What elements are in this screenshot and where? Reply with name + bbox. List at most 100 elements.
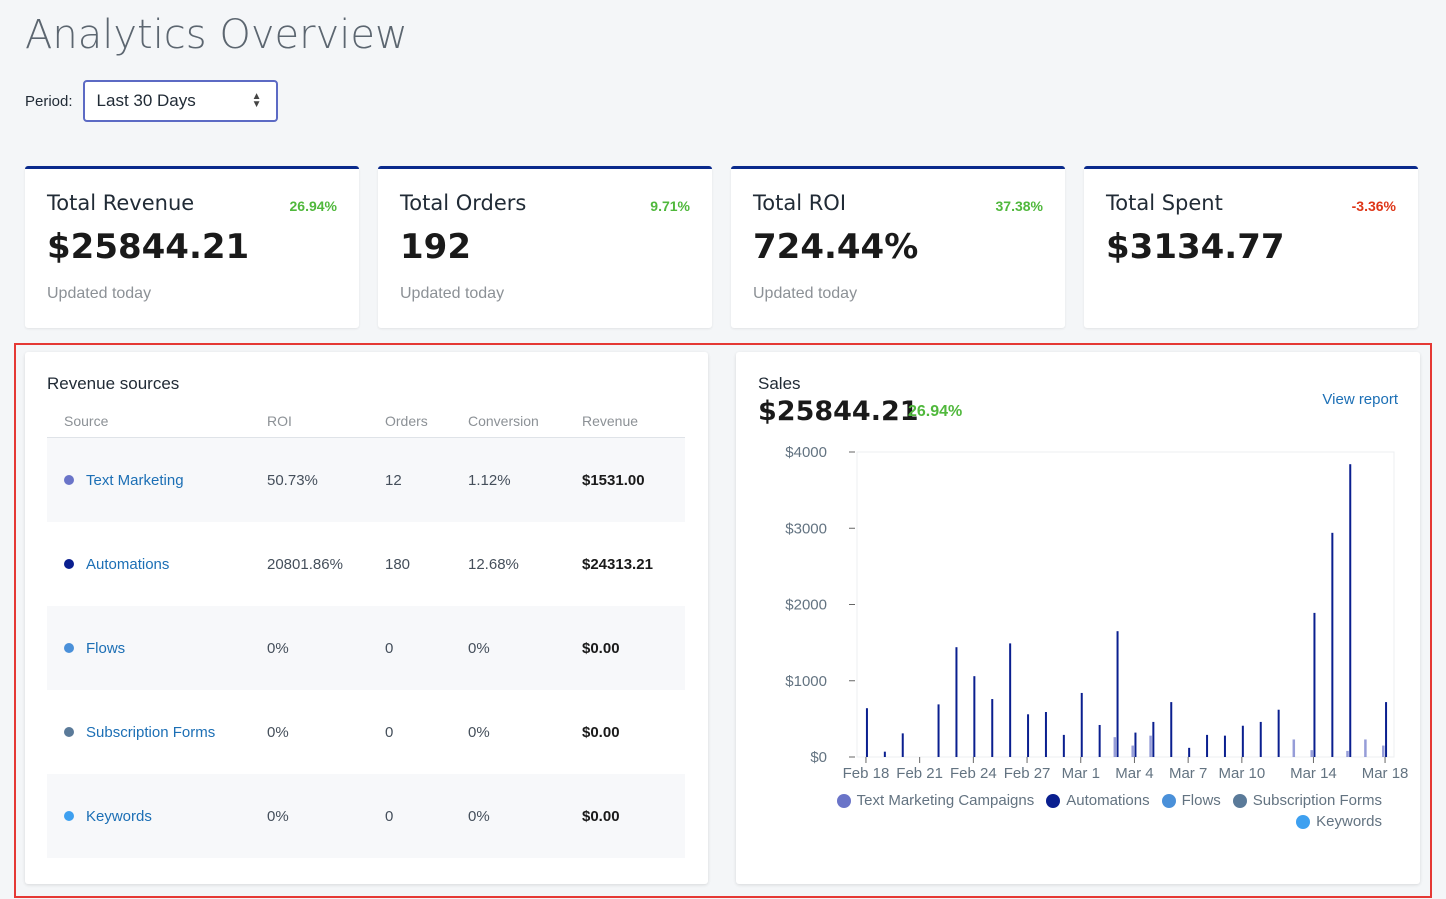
- legend-swatch: [1046, 793, 1061, 808]
- card-total-spent: Total Spent -3.36% $3134.77: [1084, 166, 1418, 328]
- summary-cards: Total Revenue 26.94% $25844.21 Updated t…: [25, 166, 1418, 328]
- bar-text-marketing-campaigns: [1364, 739, 1367, 757]
- column-header-revenue: Revenue: [582, 412, 639, 429]
- bar-automations: [955, 647, 958, 757]
- page-title: Analytics Overview: [25, 12, 408, 58]
- bar-text-marketing-campaigns: [1113, 737, 1117, 757]
- y-tick-label: $3000: [785, 520, 827, 537]
- x-tick-label: Mar 18: [1362, 765, 1409, 782]
- sales-chart: $0 $1000 $2000 $3000 $4000 Feb 18 Feb 21 Feb 24…: [785, 444, 1409, 782]
- period-select[interactable]: Last 30 Days ▲ ▼: [82, 80, 278, 122]
- plot-area: [856, 451, 1395, 758]
- table-row: Keywords 0% 0 0% $0.00: [47, 774, 685, 858]
- source-color-dot: [64, 559, 74, 569]
- table-row: Subscription Forms 0% 0 0% $0.00: [47, 690, 685, 774]
- card-change: 37.38%: [995, 198, 1043, 214]
- x-tick-label: Mar 10: [1219, 765, 1266, 782]
- bar-automations: [1206, 734, 1209, 757]
- bar-automations: [1009, 643, 1012, 757]
- legend-item[interactable]: Text Marketing Campaigns: [836, 792, 1034, 809]
- period-row: Period: Last 30 Days ▲ ▼: [25, 80, 278, 122]
- source-link[interactable]: Text Marketing: [86, 471, 184, 489]
- roi-cell: 0%: [267, 639, 289, 657]
- column-header-source: Source: [64, 412, 109, 429]
- card-total-orders: Total Orders 9.71% 192 Updated today: [378, 166, 712, 328]
- revenue-cell: $24313.21: [582, 555, 653, 573]
- highlight-box: [14, 343, 1432, 898]
- bar-text-marketing-campaigns: [1292, 739, 1296, 757]
- bar-automations: [1188, 747, 1191, 757]
- sales-change: 26.94%: [908, 403, 963, 420]
- sales-panel: Sales $25844.21 26.94% View report $0 $10…: [736, 352, 1420, 884]
- card-updated: Updated today: [753, 285, 858, 302]
- bar-automations: [1241, 725, 1244, 757]
- sales-value: $25844.21: [758, 396, 919, 427]
- legend-item[interactable]: Flows: [1161, 792, 1221, 809]
- source-color-dot: [64, 475, 74, 485]
- conversion-cell: 0%: [468, 723, 490, 741]
- revenue-sources-panel: Revenue sources Source ROI Orders Conver…: [25, 352, 708, 884]
- bar-automations: [1098, 724, 1101, 757]
- table-row: Flows 0% 0 0% $0.00: [47, 606, 685, 690]
- legend-swatch: [1161, 793, 1176, 808]
- roi-cell: 0%: [267, 807, 289, 825]
- legend-swatch: [1296, 814, 1311, 829]
- card-change: 9.71%: [650, 198, 690, 214]
- revenue-cell: $0.00: [582, 639, 620, 657]
- bar-text-marketing-campaigns: [1131, 745, 1134, 757]
- bar-automations: [1223, 735, 1226, 757]
- column-header-orders: Orders: [385, 412, 428, 429]
- y-tick-label: $4000: [785, 444, 827, 461]
- roi-cell: 50.73%: [267, 471, 318, 489]
- legend-swatch: [1232, 793, 1247, 808]
- revenue-sources-title: Revenue sources: [47, 374, 180, 393]
- card-change: 26.94%: [289, 198, 337, 214]
- legend-item[interactable]: Keywords: [1296, 813, 1382, 830]
- x-tick-label: Mar 4: [1115, 765, 1153, 782]
- select-arrows-icon: ▲ ▼: [251, 91, 262, 110]
- bar-automations: [1385, 702, 1388, 757]
- bar-automations: [1152, 721, 1155, 757]
- card-value: 192: [400, 227, 471, 267]
- roi-cell: 0%: [267, 723, 289, 741]
- conversion-cell: 0%: [468, 807, 490, 825]
- bar-automations: [1170, 702, 1173, 757]
- source-link[interactable]: Keywords: [86, 807, 152, 825]
- source-color-dot: [64, 643, 74, 653]
- x-tick-label: Mar 7: [1169, 765, 1207, 782]
- source-link[interactable]: Flows: [86, 639, 126, 657]
- y-tick-label: $1000: [785, 673, 827, 690]
- view-report-link[interactable]: View report: [1322, 391, 1398, 408]
- period-label: Period:: [25, 92, 73, 110]
- card-change: -3.36%: [1351, 198, 1396, 214]
- bar-automations: [973, 676, 976, 757]
- x-tick-label: Feb 21: [896, 765, 943, 782]
- source-link[interactable]: Automations: [86, 555, 170, 573]
- card-value: $3134.77: [1106, 227, 1285, 267]
- orders-cell: 0: [385, 639, 394, 657]
- bar-automations: [883, 751, 886, 757]
- legend-item[interactable]: Automations: [1046, 792, 1150, 809]
- card-title: Total Spent: [1106, 191, 1223, 215]
- bar-automations: [1080, 692, 1083, 757]
- orders-cell: 12: [385, 471, 402, 489]
- bar-automations: [937, 704, 940, 757]
- conversion-cell: 12.68%: [468, 555, 519, 573]
- table-header: Source ROI Orders Conversion Revenue: [47, 404, 685, 438]
- bar-automations: [1331, 532, 1334, 757]
- card-value: $25844.21: [47, 227, 250, 267]
- table-row: Automations 20801.86% 180 12.68% $24313.…: [47, 522, 685, 606]
- card-title: Total ROI: [753, 191, 847, 215]
- legend-item[interactable]: Subscription Forms: [1232, 792, 1382, 809]
- orders-cell: 0: [385, 723, 394, 741]
- bar-automations: [1349, 464, 1352, 757]
- card-title: Total Orders: [400, 191, 527, 215]
- bar-text-marketing-campaigns: [1310, 750, 1313, 757]
- legend-label: Flows: [1181, 792, 1221, 809]
- source-color-dot: [64, 811, 74, 821]
- source-link[interactable]: Subscription Forms: [86, 723, 216, 741]
- legend-swatch: [836, 793, 851, 808]
- card-value: 724.44%: [753, 227, 919, 267]
- y-tick-label: $2000: [785, 597, 827, 614]
- x-tick-label: Feb 24: [950, 765, 997, 782]
